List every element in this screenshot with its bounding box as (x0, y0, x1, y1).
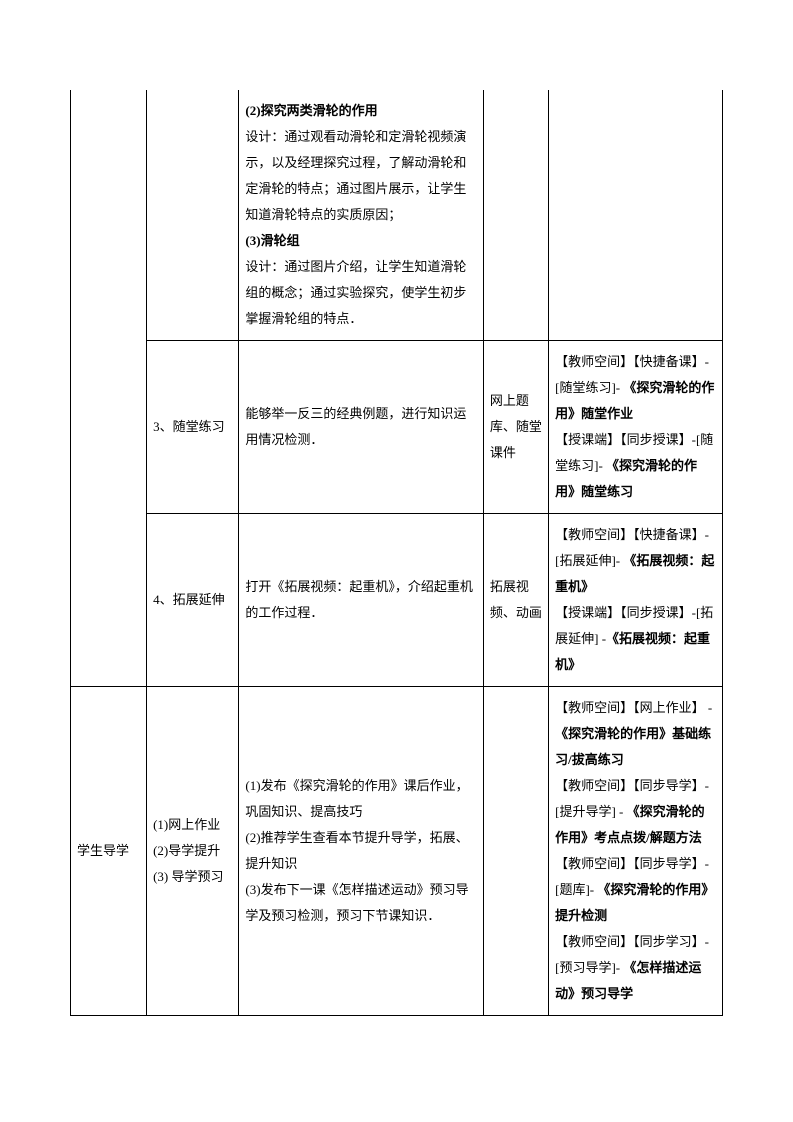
cell-path-1 (549, 90, 723, 341)
cell-resource-2: 网上题库、随堂课件 (483, 341, 548, 514)
table-row: 4、拓展延伸 打开《拓展视频：起重机》，介绍起重机的工作过程． 拓展视频、动画 … (71, 514, 723, 687)
cell-path-4: 【教师空间】【网上作业】 -《探究滑轮的作用》基础练习/拔高练习 【教师空间】【… (549, 687, 723, 1016)
content-1-text-b: 设计：通过图片介绍，让学生知道滑轮组的概念；通过实验探究，使学生初步掌握滑轮组的… (245, 259, 466, 326)
cell-content-3: 打开《拓展视频：起重机》，介绍起重机的工作过程． (239, 514, 484, 687)
cell-content-4: (1)发布《探究滑轮的作用》课后作业，巩固知识、提高技巧 (2)推荐学生查看本节… (239, 687, 484, 1016)
cell-step-4: (1)网上作业 (2)导学提升 (3) 导学预习 (147, 687, 239, 1016)
cell-resource-3: 拓展视频、动画 (483, 514, 548, 687)
cell-content-2: 能够举一反三的经典例题，进行知识运用情况检测． (239, 341, 484, 514)
content-1-heading-a: (2)探究两类滑轮的作用 (245, 103, 377, 118)
table-row: 学生导学 (1)网上作业 (2)导学提升 (3) 导学预习 (1)发布《探究滑轮… (71, 687, 723, 1016)
cell-category-1 (71, 90, 147, 687)
lesson-plan-table: (2)探究两类滑轮的作用 设计：通过观看动滑轮和定滑轮视频演示，以及经理探究过程… (70, 90, 723, 1016)
content-1-text-a: 设计：通过观看动滑轮和定滑轮视频演示，以及经理探究过程，了解动滑轮和定滑轮的特点… (245, 129, 466, 222)
cell-path-3: 【教师空间】【快捷备课】-[拓展延伸]- 《拓展视频：起重机》 【授课端】【同步… (549, 514, 723, 687)
table-row: (2)探究两类滑轮的作用 设计：通过观看动滑轮和定滑轮视频演示，以及经理探究过程… (71, 90, 723, 341)
cell-step-3: 4、拓展延伸 (147, 514, 239, 687)
cell-resource-4 (483, 687, 548, 1016)
cell-resource-1 (483, 90, 548, 341)
path-4-bold-a: 《探究滑轮的作用》基础练习/拔高练习 (555, 726, 711, 767)
cell-step-1 (147, 90, 239, 341)
cell-path-2: 【教师空间】【快捷备课】-[随堂练习]- 《探究滑轮的作用》随堂作业 【授课端】… (549, 341, 723, 514)
cell-content-1: (2)探究两类滑轮的作用 设计：通过观看动滑轮和定滑轮视频演示，以及经理探究过程… (239, 90, 484, 341)
content-1-heading-b: (3)滑轮组 (245, 233, 299, 248)
table-row: 3、随堂练习 能够举一反三的经典例题，进行知识运用情况检测． 网上题库、随堂课件… (71, 341, 723, 514)
cell-step-2: 3、随堂练习 (147, 341, 239, 514)
cell-category-4: 学生导学 (71, 687, 147, 1016)
path-4-prefix-a: 【教师空间】【网上作业】 - (555, 700, 712, 715)
